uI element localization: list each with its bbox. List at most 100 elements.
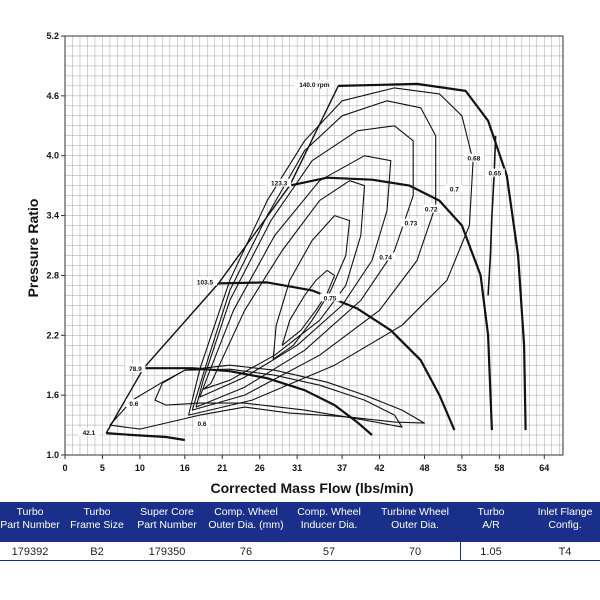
y-axis-label: Pressure Ratio: [25, 199, 41, 298]
x-tick-label: 5: [100, 463, 105, 473]
speed-line-42.1: [106, 432, 185, 442]
grid: [64, 35, 563, 456]
annotation-bg: [463, 153, 484, 162]
x-tick-label: 16: [180, 463, 190, 473]
header-line: Turbo: [16, 506, 44, 518]
header-turbine-wheel-outer-dia: Turbine Wheel Outer Dia.: [370, 506, 460, 532]
header-line: Turbo: [83, 506, 111, 518]
header-turbo-ar: Turbo A/R: [460, 506, 522, 532]
plot-frame: [64, 35, 564, 456]
header-comp-wheel-inducer-dia: Comp. Wheel Inducer Dia.: [288, 506, 370, 532]
annotation-bg: [421, 204, 442, 213]
header-line: Part Number: [0, 519, 60, 531]
annotation-label: 0.73: [405, 221, 418, 228]
annotation-bg: [320, 293, 341, 302]
annotation-label: 0.68: [468, 156, 481, 163]
y-tick-label: 1.0: [46, 450, 59, 460]
header-turbo-part-number: Turbo Part Number: [0, 506, 60, 532]
annotation-bg: [294, 79, 335, 88]
x-tick-label: 0: [62, 463, 67, 473]
header-line: Turbo: [477, 506, 505, 518]
annotation-bg: [484, 168, 505, 177]
table-bottom-rule: [0, 560, 600, 561]
header-line: Inlet Flange: [537, 506, 593, 518]
x-tick-label: 58: [494, 463, 504, 473]
header-line: Comp. Wheel: [297, 506, 361, 518]
y-tick-label: 2.8: [46, 270, 59, 280]
annotation-label: 42.1: [83, 430, 96, 437]
spec-table: Turbo Part Number Turbo Frame Size Super…: [0, 502, 600, 600]
x-tick-label: 37: [337, 463, 347, 473]
speed-line-103.5: [218, 281, 456, 431]
y-tick-label: 4.6: [46, 91, 59, 101]
header-line: Outer Dia. (mm): [208, 519, 284, 531]
header-line: Super Core: [140, 506, 194, 518]
value-turbo-ar: 1.05: [480, 546, 502, 558]
value-super-core-part-number: 179350: [148, 546, 186, 558]
x-tick-label: 64: [539, 463, 549, 473]
x-tick-label: 42: [375, 463, 385, 473]
header-line: Frame Size: [70, 519, 124, 531]
efficiency-island-0.73: [202, 180, 366, 390]
header-line: Turbine Wheel: [381, 506, 449, 518]
efficiency-island-0.7: [195, 125, 414, 408]
x-tick-label: 21: [217, 463, 227, 473]
efficiency-island-0.74: [272, 215, 351, 360]
efficiency-island-0.6: [109, 364, 426, 430]
header-line: Part Number: [137, 519, 197, 531]
choke-line: [487, 135, 497, 296]
efficiency-island-0.75: [281, 269, 336, 346]
header-line: Config.: [548, 519, 582, 531]
value-comp-wheel-outer-dia: 76: [239, 546, 253, 558]
speed-line-123.3: [289, 176, 493, 431]
annotation-bg: [125, 399, 142, 408]
header-line: Inducer Dia.: [300, 519, 358, 531]
annotations: 140.0 rpm 123.3 103.5 78.9 42.1 0.75 0.74 0.73 0…: [78, 79, 505, 437]
value-comp-wheel-inducer-dia: 57: [322, 546, 336, 558]
annotation-label: 0.7: [450, 187, 459, 194]
value-inlet-flange-config: T4: [558, 546, 572, 558]
annotation-bg: [78, 428, 99, 437]
header-comp-wheel-outer-dia: Comp. Wheel Outer Dia. (mm): [204, 506, 288, 532]
annotation-label: 0.75: [324, 295, 337, 302]
annotation-label: 0.6: [198, 421, 207, 428]
efficiency-island-0.72: [199, 155, 392, 398]
annotation-bg: [193, 277, 218, 286]
speed-line-78.9: [143, 367, 373, 436]
speed-lines: [105, 82, 527, 442]
y-tick-label: 1.6: [46, 390, 59, 400]
header-inlet-flange-config: Inlet Flange Config.: [530, 506, 600, 532]
annotation-label: 140.0 rpm: [299, 82, 330, 89]
annotation-bg: [267, 178, 292, 187]
header-line: Comp. Wheel: [214, 506, 278, 518]
y-tick-label: 3.4: [46, 211, 59, 221]
annotation-bg: [446, 184, 463, 193]
annotation-bg: [125, 364, 146, 373]
efficiency-islands: [109, 87, 474, 430]
header-turbo-frame-size: Turbo Frame Size: [64, 506, 130, 532]
annotation-label: 103.5: [197, 279, 214, 286]
annotation-label: 0.74: [379, 254, 392, 261]
value-turbine-wheel-outer-dia: 70: [408, 546, 422, 558]
x-tick-label: 53: [457, 463, 467, 473]
annotation-label: 78.9: [129, 366, 142, 373]
x-tick-label: 48: [419, 463, 429, 473]
efficiency-island-0.65: [188, 87, 474, 416]
annotation-bg: [375, 252, 396, 261]
header-line: Outer Dia.: [391, 519, 439, 531]
y-tick-label: 2.2: [46, 330, 59, 340]
spec-table-header: Turbo Part Number Turbo Frame Size Super…: [0, 502, 600, 542]
compressor-map-chart: 1.0 1.6 2.2 2.8 3.4 4.0 4.6 5.2 0 5 10 16 21 26 31 37 42…: [25, 31, 564, 496]
annotation-label: 0.6: [129, 401, 138, 408]
annotation-bg: [194, 419, 211, 428]
efficiency-island-0.68: [191, 100, 437, 411]
annotation-bg: [400, 218, 421, 227]
x-tick-label: 26: [255, 463, 265, 473]
column-divider: [460, 542, 461, 560]
value-turbo-frame-size: B2: [90, 546, 104, 558]
speed-line-140.0-rpm: [338, 82, 527, 431]
y-tick-label: 4.0: [46, 151, 59, 161]
axes: 1.0 1.6 2.2 2.8 3.4 4.0 4.6 5.2 0 5 10 16 21 26 31 37 42…: [46, 31, 564, 473]
x-tick-label: 31: [292, 463, 302, 473]
annotation-label: 0.72: [425, 207, 438, 214]
